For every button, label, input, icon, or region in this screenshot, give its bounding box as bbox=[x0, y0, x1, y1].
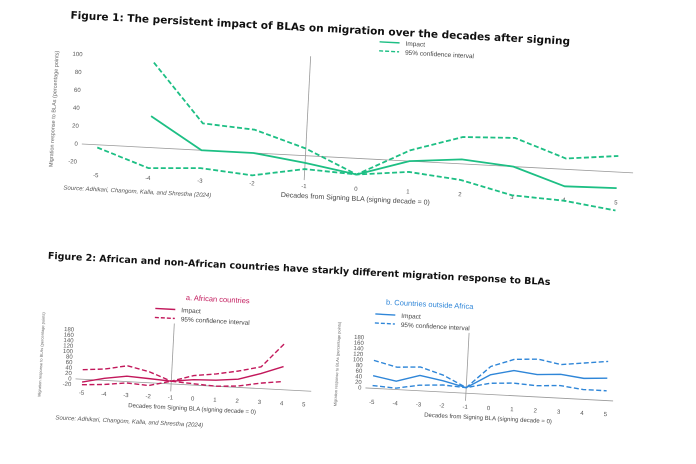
x-tick-label: 0 bbox=[487, 406, 491, 412]
x-axis-line bbox=[81, 143, 634, 174]
series-impact-line bbox=[81, 365, 284, 383]
x-tick-label: -4 bbox=[101, 392, 107, 398]
x-tick-label: 2 bbox=[235, 399, 239, 405]
x-tick-label: 1 bbox=[406, 189, 410, 195]
x-tick-label: 0 bbox=[354, 187, 358, 193]
y-tick-label: 140 bbox=[63, 338, 74, 345]
y-tick-label: 40 bbox=[355, 374, 363, 380]
y-tick-label: 0 bbox=[68, 377, 72, 383]
x-tick-label: -3 bbox=[416, 402, 422, 408]
legend-impact-swatch bbox=[375, 313, 396, 316]
legend-ci-label: 95% confidence interval bbox=[181, 316, 251, 327]
y-tick-label: 60 bbox=[355, 369, 363, 375]
x-tick-label: -5 bbox=[79, 391, 85, 397]
x-tick-label: 5 bbox=[614, 200, 618, 206]
y-tick-label: 100 bbox=[63, 349, 74, 356]
y-tick-label: 160 bbox=[64, 333, 75, 340]
series-ci-lower-line bbox=[372, 382, 607, 392]
x-tick-label: -1 bbox=[301, 184, 307, 190]
x-axis-label: Decades from Signing BLA (signing decade… bbox=[424, 413, 552, 426]
legend-impact-label: Impact bbox=[401, 313, 421, 321]
series-ci-upper-line bbox=[82, 342, 286, 382]
series-ci-upper-line bbox=[373, 358, 609, 389]
legend-ci-swatch bbox=[379, 50, 400, 53]
y-tick-label: 20 bbox=[65, 371, 73, 377]
y-tick-label: 140 bbox=[353, 346, 364, 353]
x-tick-label: -4 bbox=[392, 401, 398, 407]
x-tick-label: -1 bbox=[168, 395, 174, 401]
y-tick-label: 60 bbox=[74, 88, 82, 94]
x-tick-label: 5 bbox=[604, 412, 608, 418]
reference-line bbox=[465, 332, 470, 401]
x-tick-label: 4 bbox=[580, 411, 584, 417]
y-tick-label: 160 bbox=[354, 340, 365, 347]
y-tick-label: 0 bbox=[358, 386, 362, 392]
y-tick-label: 80 bbox=[75, 70, 83, 76]
y-tick-label: 0 bbox=[74, 142, 78, 148]
series-ci-lower-line bbox=[96, 146, 616, 212]
series-impact-line bbox=[372, 369, 608, 389]
y-tick-label: 60 bbox=[66, 360, 74, 366]
y-tick-label: 40 bbox=[65, 365, 73, 371]
y-tick-label: 120 bbox=[63, 343, 74, 350]
x-tick-label: -5 bbox=[369, 400, 375, 406]
x-tick-label: 5 bbox=[302, 402, 306, 408]
x-tick-label: -2 bbox=[145, 394, 151, 400]
legend-ci-swatch bbox=[374, 322, 395, 325]
y-tick-label: 180 bbox=[354, 335, 365, 342]
x-tick-label: -5 bbox=[93, 173, 99, 179]
legend-impact-swatch bbox=[155, 307, 176, 311]
x-tick-label: -3 bbox=[123, 393, 129, 399]
x-tick-label: 4 bbox=[280, 401, 284, 407]
y-tick-label: 120 bbox=[353, 352, 364, 359]
y-tick-label: -20 bbox=[62, 382, 72, 388]
y-axis-label: Migration response to BLAs (percentage p… bbox=[37, 311, 46, 397]
x-tick-label: 3 bbox=[510, 195, 514, 201]
series-ci-lower-line bbox=[81, 380, 283, 387]
y-tick-label: 20 bbox=[355, 380, 363, 386]
reference-line bbox=[170, 323, 175, 392]
y-tick-label: 40 bbox=[73, 106, 81, 112]
y-axis-label: Migration response to BLAs (percentage p… bbox=[49, 50, 61, 167]
x-tick-label: -3 bbox=[197, 178, 203, 184]
legend-impact-label: Impact bbox=[181, 307, 201, 315]
x-tick-label: 3 bbox=[557, 410, 561, 416]
y-tick-label: 100 bbox=[72, 52, 83, 59]
legend-impact-label: Impact bbox=[405, 41, 425, 49]
legend-ci-label: 95% confidence interval bbox=[401, 322, 471, 333]
x-axis-line bbox=[75, 378, 312, 392]
legend-ci-swatch bbox=[154, 316, 175, 320]
x-tick-label: -4 bbox=[145, 176, 151, 182]
y-tick-label: 20 bbox=[72, 124, 80, 130]
series-ci-upper-line bbox=[153, 61, 619, 176]
x-tick-label: 0 bbox=[191, 396, 195, 402]
x-axis-label: Decades from Signing BLA (signing decade… bbox=[128, 403, 256, 416]
x-tick-label: 1 bbox=[510, 407, 514, 413]
x-tick-label: 3 bbox=[257, 400, 261, 406]
y-tick-label: 100 bbox=[353, 357, 364, 364]
legend-impact-swatch bbox=[379, 41, 400, 44]
reference-line bbox=[303, 56, 312, 181]
y-tick-label: 80 bbox=[356, 363, 364, 369]
x-tick-label: 2 bbox=[458, 192, 462, 198]
y-tick-label: 80 bbox=[66, 355, 74, 361]
y-axis-label: Migration response to BLAs (percentage p… bbox=[332, 321, 341, 407]
x-tick-label: -1 bbox=[462, 405, 468, 411]
panel-title: b. Countries outside Africa bbox=[386, 298, 475, 312]
y-tick-label: 180 bbox=[64, 327, 75, 334]
y-tick-label: -20 bbox=[68, 159, 78, 165]
x-tick-label: -2 bbox=[249, 181, 255, 187]
series-impact-line bbox=[150, 115, 617, 190]
x-tick-label: 2 bbox=[533, 408, 537, 414]
x-tick-label: 1 bbox=[213, 398, 217, 404]
x-axis-line bbox=[365, 387, 614, 402]
legend-ci-label: 95% confidence interval bbox=[405, 50, 475, 61]
panel-title: a. African countries bbox=[186, 293, 250, 305]
x-tick-label: -2 bbox=[439, 403, 445, 409]
rotated-document: Figure 1: The persistent impact of BLAs … bbox=[29, 0, 651, 459]
